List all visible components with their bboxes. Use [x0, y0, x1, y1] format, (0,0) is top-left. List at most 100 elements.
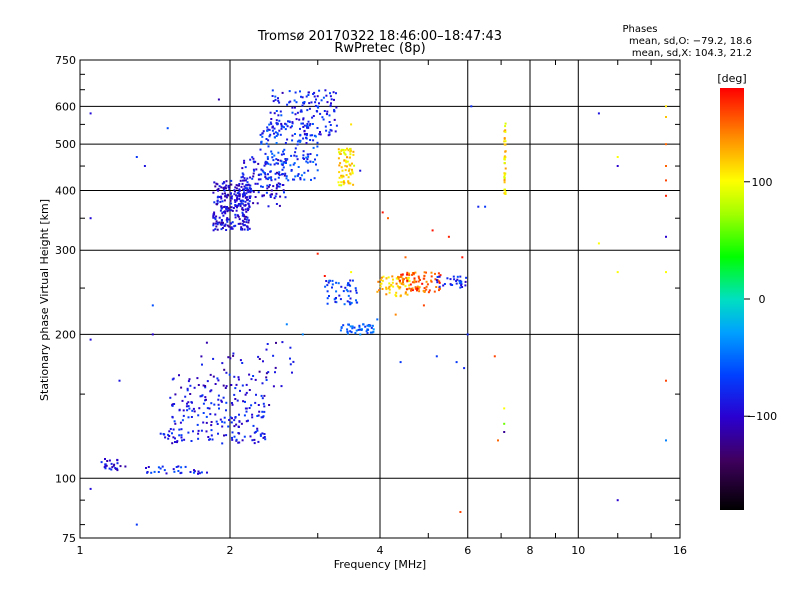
- data-point: [182, 414, 185, 417]
- data-point: [303, 101, 306, 103]
- data-point: [344, 286, 347, 289]
- data-point: [351, 168, 353, 171]
- data-point: [349, 150, 352, 153]
- data-point: [213, 403, 216, 406]
- data-point: [446, 277, 449, 280]
- y-axis-label: Stationary phase Virtual Height [km]: [38, 199, 51, 401]
- data-point: [182, 409, 185, 412]
- data-point: [295, 101, 298, 104]
- data-point: [392, 285, 395, 288]
- data-point: [220, 205, 223, 208]
- data-point: [340, 149, 343, 152]
- data-point: [301, 96, 304, 99]
- data-point: [248, 373, 251, 376]
- data-point: [312, 115, 315, 117]
- data-point: [124, 465, 127, 468]
- data-point: [239, 189, 241, 192]
- data-point: [104, 465, 107, 468]
- data-point: [381, 211, 384, 214]
- data-point: [275, 187, 278, 190]
- data-point: [465, 276, 468, 279]
- data-point: [665, 271, 667, 274]
- data-point: [295, 155, 298, 158]
- data-point: [305, 134, 308, 137]
- data-point: [220, 399, 223, 402]
- data-point: [235, 209, 238, 212]
- data-point: [268, 404, 271, 406]
- data-point: [349, 290, 352, 293]
- data-point: [296, 143, 299, 146]
- data-point: [345, 174, 348, 176]
- data-point: [430, 280, 433, 283]
- data-point: [400, 273, 403, 276]
- data-point: [504, 192, 507, 195]
- data-point: [255, 393, 257, 396]
- data-point: [209, 373, 212, 376]
- data-point: [346, 330, 349, 333]
- data-point: [208, 407, 211, 410]
- data-point: [245, 192, 248, 195]
- data-point: [188, 378, 191, 381]
- data-point: [368, 325, 371, 328]
- data-point: [291, 111, 294, 114]
- data-point: [207, 436, 210, 438]
- data-point: [317, 106, 320, 109]
- data-point: [151, 333, 154, 336]
- data-point: [233, 225, 236, 228]
- data-point: [311, 116, 314, 119]
- data-point: [178, 428, 181, 431]
- data-point: [328, 131, 331, 134]
- data-point: [230, 202, 233, 205]
- data-point: [477, 205, 480, 208]
- data-point: [349, 156, 351, 159]
- data-point: [353, 164, 356, 167]
- data-point: [264, 173, 267, 176]
- data-point: [270, 177, 272, 180]
- x-tick-label: 1: [77, 544, 84, 557]
- data-point: [296, 174, 299, 177]
- data-point: [254, 401, 257, 404]
- data-point: [294, 91, 297, 94]
- data-point: [212, 375, 215, 378]
- data-point: [342, 181, 345, 183]
- data-point: [239, 359, 242, 362]
- data-point: [212, 224, 215, 227]
- data-point: [504, 167, 507, 170]
- data-point: [223, 368, 226, 371]
- data-point: [174, 441, 176, 443]
- data-point: [225, 229, 228, 231]
- data-point: [238, 188, 241, 191]
- data-point: [291, 122, 294, 125]
- data-point: [233, 193, 236, 196]
- data-point: [283, 174, 286, 177]
- data-point: [200, 429, 203, 432]
- data-point: [366, 328, 369, 331]
- data-point: [418, 277, 421, 280]
- data-point: [270, 118, 273, 120]
- data-point: [299, 140, 302, 143]
- data-point: [189, 471, 192, 473]
- data-point: [344, 159, 347, 162]
- data-point: [395, 291, 398, 294]
- data-point: [234, 201, 237, 203]
- data-point: [243, 435, 246, 438]
- data-point: [226, 224, 229, 227]
- axis-ticks: 1 2 4 6 8 10 16 75 100 200 300 400 500 600 750: [55, 54, 687, 557]
- data-point: [234, 190, 236, 193]
- data-point: [174, 437, 176, 440]
- data-point: [280, 122, 283, 125]
- data-point: [325, 94, 328, 97]
- data-point: [245, 210, 248, 213]
- data-point: [209, 390, 212, 393]
- data-point: [167, 433, 170, 436]
- data-point: [426, 283, 429, 286]
- data-point: [351, 327, 354, 330]
- data-point: [342, 324, 345, 327]
- data-point: [311, 123, 314, 125]
- data-point: [240, 422, 243, 425]
- data-point: [503, 140, 506, 143]
- data-point: [248, 184, 251, 187]
- data-point: [349, 182, 352, 185]
- data-point: [414, 286, 417, 289]
- data-point: [116, 467, 119, 470]
